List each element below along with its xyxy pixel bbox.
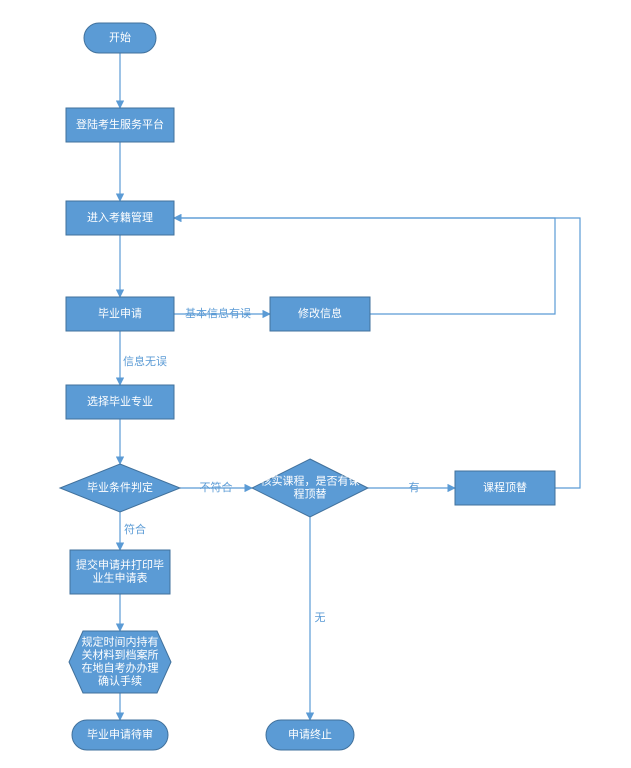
- node-cond-judge: 毕业条件判定: [60, 464, 180, 512]
- node-course-replace: 课程顶替: [455, 471, 555, 505]
- svg-text:业生申请表: 业生申请表: [93, 570, 148, 584]
- svg-text:进入考籍管理: 进入考籍管理: [87, 210, 153, 224]
- svg-text:课程顶替: 课程顶替: [483, 480, 527, 494]
- svg-text:确认手续: 确认手续: [98, 673, 142, 687]
- svg-text:无: 无: [315, 612, 326, 624]
- svg-text:规定时间内持有: 规定时间内持有: [82, 634, 159, 648]
- node-submit-print: 提交申请并打印毕业生申请表: [70, 550, 170, 594]
- svg-text:关材料到档案所: 关材料到档案所: [82, 647, 159, 661]
- svg-text:毕业条件判定: 毕业条件判定: [87, 480, 153, 494]
- node-pending-review: 毕业申请待审: [72, 720, 168, 750]
- node-enter-mgmt: 进入考籍管理: [66, 201, 174, 235]
- edge-course-replace-enter-mgmt: [174, 218, 580, 488]
- svg-text:不符合: 不符合: [200, 480, 233, 494]
- svg-text:登陆考生服务平台: 登陆考生服务平台: [76, 117, 164, 131]
- svg-text:信息无误: 信息无误: [123, 354, 167, 368]
- svg-text:在地自考办办理: 在地自考办办理: [82, 661, 159, 674]
- svg-text:程顶替: 程顶替: [294, 486, 327, 500]
- svg-text:申请终止: 申请终止: [288, 727, 332, 741]
- node-start: 开始: [84, 23, 156, 53]
- svg-text:基本信息有误: 基本信息有误: [185, 306, 251, 320]
- svg-text:有: 有: [409, 480, 420, 494]
- node-login: 登陆考生服务平台: [66, 108, 174, 142]
- node-grad-apply: 毕业申请: [66, 297, 174, 331]
- node-deadline-docs: 规定时间内持有关材料到档案所在地自考办办理确认手续: [69, 631, 171, 693]
- node-modify-info: 修改信息: [270, 297, 370, 331]
- svg-text:提交申请并打印毕: 提交申请并打印毕: [76, 557, 164, 571]
- svg-text:选择毕业专业: 选择毕业专业: [87, 394, 153, 408]
- svg-text:修改信息: 修改信息: [298, 306, 342, 320]
- svg-text:开始: 开始: [109, 30, 131, 44]
- svg-text:毕业申请: 毕业申请: [98, 307, 142, 320]
- svg-text:符合: 符合: [124, 522, 146, 536]
- node-choose-major: 选择毕业专业: [66, 385, 174, 419]
- svg-text:毕业申请待审: 毕业申请待审: [87, 727, 153, 741]
- node-verify-course: 核实课程，是否有课程顶替: [252, 459, 368, 517]
- svg-text:核实课程，是否有课: 核实课程，是否有课: [261, 473, 360, 487]
- node-app-terminate: 申请终止: [266, 720, 354, 750]
